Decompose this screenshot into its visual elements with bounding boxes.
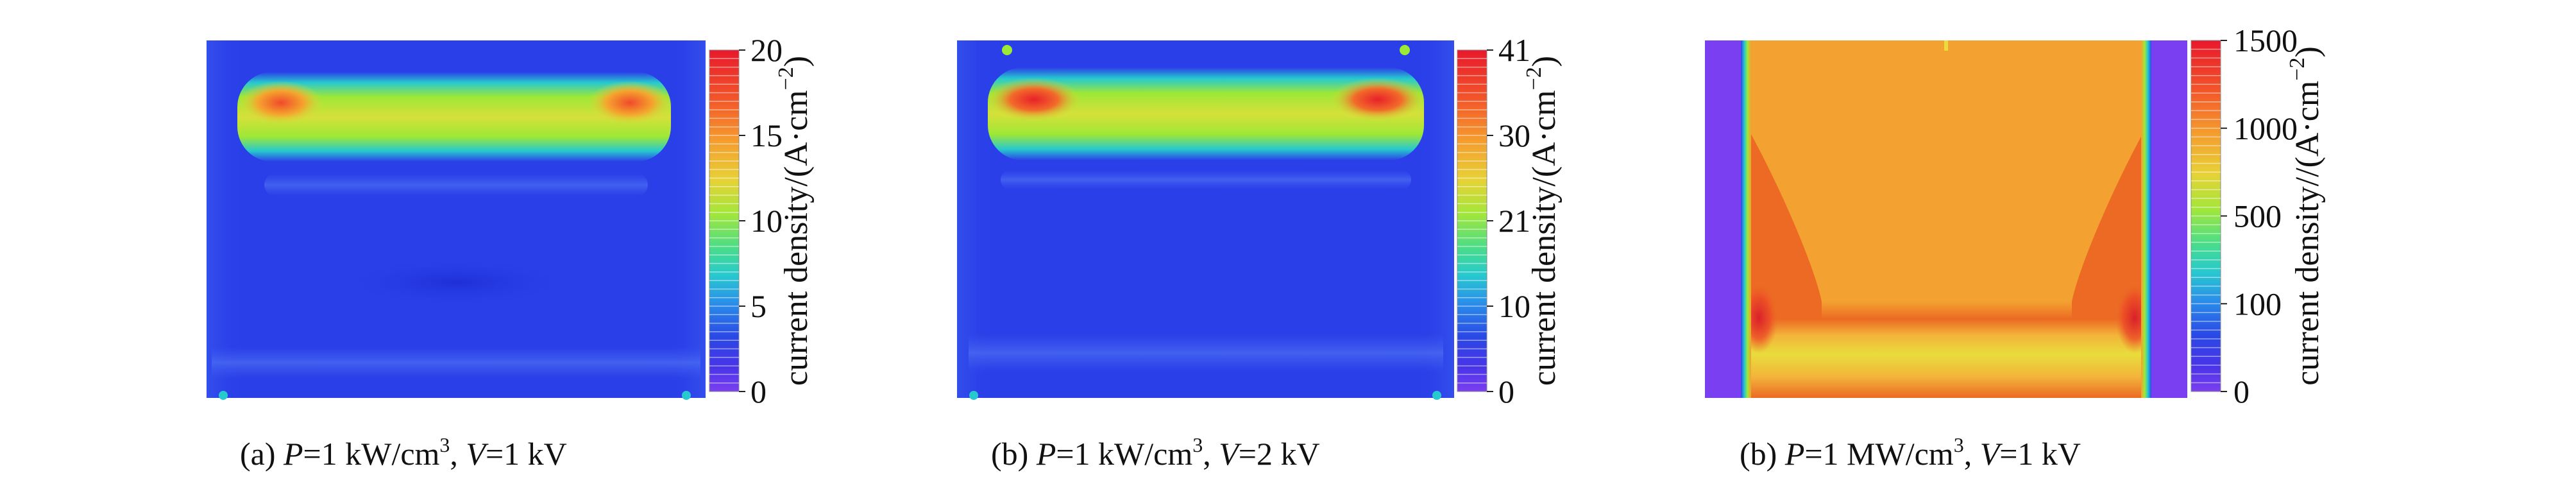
colorbar-tick-label: 21	[1498, 203, 1530, 239]
colorbar-tick-label: 30	[1498, 117, 1530, 153]
caption-b: (b) P=1 kW/cm3, V=2 kV	[991, 433, 1320, 472]
colorbar-tick-label: 10	[750, 203, 783, 239]
colorbar-tick-label: 500	[2233, 198, 2282, 234]
caption-c: (b) P=1 MW/cm3, V=1 kV	[1740, 433, 2081, 472]
colorbar-tick-label: 20	[750, 32, 783, 68]
heatmap-c	[1705, 40, 2187, 398]
colorbar-tick-label: 100	[2233, 286, 2282, 322]
colorbar-tick-label: 41	[1498, 32, 1530, 68]
colorbar-label: current density/(A·cm−2)	[774, 56, 815, 386]
colorbar-tick-label: 5	[750, 288, 767, 324]
colorbar-tick-label: 10	[1498, 288, 1530, 324]
colorbar-tick-label: 0	[1498, 374, 1514, 409]
colorbar-tick-label: 1000	[2233, 110, 2298, 146]
colorbar-label: current density//(A·cm−2)	[2285, 46, 2326, 386]
colorbar-label: current density/(A·cm−2)	[1522, 56, 1563, 386]
colorbar-tick-label: 1500	[2233, 22, 2298, 58]
heatmap-b	[957, 40, 1454, 400]
colorbar-tick-label: 15	[750, 117, 783, 153]
heatmap-a	[207, 40, 706, 400]
caption-a: (a) P=1 kW/cm3, V=1 kV	[240, 433, 567, 472]
colorbar-tick-label: 0	[2233, 374, 2250, 409]
colorbar-tick-label: 0	[750, 374, 767, 409]
